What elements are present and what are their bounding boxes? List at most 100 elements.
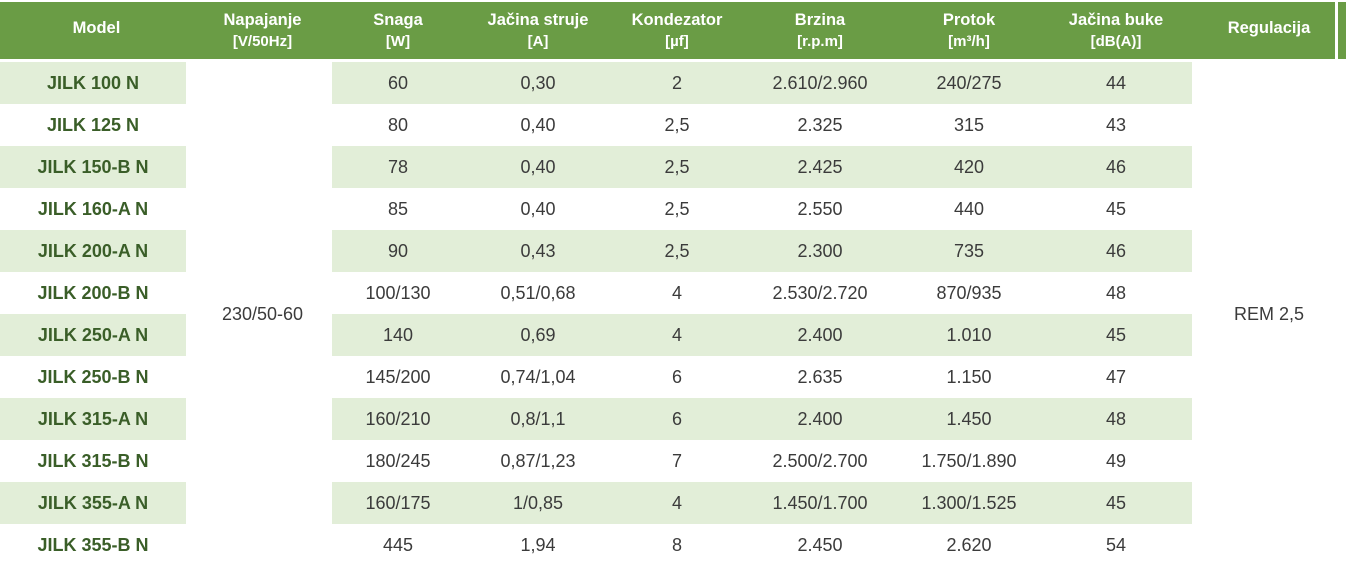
data-cell-snaga: 445 (332, 524, 464, 566)
col-header-snaga: Snaga [W] (332, 2, 464, 59)
col-header-napajanje: Napajanje [V/50Hz] (193, 2, 332, 59)
col-header-label: Jačina buke (1068, 11, 1164, 30)
data-cell-protok: 1.300/1.525 (898, 482, 1040, 524)
col-header-unit: [V/50Hz] (232, 32, 293, 50)
data-cell-protok: 1.010 (898, 314, 1040, 356)
data-cell-brzina: 2.635 (742, 356, 898, 398)
data-cell-snaga: 85 (332, 188, 464, 230)
col-header-label: Protok (942, 11, 996, 30)
col-header-model: Model (0, 2, 193, 59)
col-header-label: Jačina struje (487, 11, 589, 30)
col-header-label: Regulacija (1227, 18, 1311, 37)
data-cell-jacina_struje: 0,74/1,04 (464, 356, 612, 398)
data-cell-kondezator: 4 (612, 482, 742, 524)
data-cell-jacina_struje: 1,94 (464, 524, 612, 566)
model-cell: JILK 100 N (0, 62, 193, 104)
data-cell-protok: 2.620 (898, 524, 1040, 566)
data-cell-kondezator: 2,5 (612, 188, 742, 230)
data-cell-jacina_buke: 45 (1040, 314, 1192, 356)
data-cell-protok: 420 (898, 146, 1040, 188)
regulacija-merged-cell: REM 2,5 (1192, 62, 1346, 566)
col-header-brzina: Brzina [r.p.m] (742, 2, 898, 59)
data-cell-kondezator: 4 (612, 314, 742, 356)
data-cell-snaga: 80 (332, 104, 464, 146)
data-cell-jacina_buke: 49 (1040, 440, 1192, 482)
data-cell-brzina: 1.450/1.700 (742, 482, 898, 524)
table-body: JILK 100 N 60 0,30 2 2.610/2.960 240/275 44 JIL… (0, 62, 1346, 566)
data-cell-snaga: 145/200 (332, 356, 464, 398)
col-header-regulacija: Regulacija (1192, 2, 1346, 59)
data-cell-kondezator: 2,5 (612, 104, 742, 146)
data-cell-jacina_struje: 0,87/1,23 (464, 440, 612, 482)
data-cell-kondezator: 7 (612, 440, 742, 482)
col-header-jacina-buke: Jačina buke [dB(A)] (1040, 2, 1192, 59)
model-cell: JILK 150-B N (0, 146, 193, 188)
model-cell: JILK 250-B N (0, 356, 193, 398)
col-header-label: Brzina (794, 11, 846, 30)
data-cell-jacina_buke: 44 (1040, 62, 1192, 104)
model-cell: JILK 355-A N (0, 482, 193, 524)
data-cell-snaga: 60 (332, 62, 464, 104)
data-cell-brzina: 2.400 (742, 398, 898, 440)
data-cell-brzina: 2.400 (742, 314, 898, 356)
col-header-jacina-struje: Jačina struje [A] (464, 2, 612, 59)
col-header-unit: [r.p.m] (797, 32, 843, 50)
model-cell: JILK 200-B N (0, 272, 193, 314)
data-cell-jacina_buke: 43 (1040, 104, 1192, 146)
header-divider-line (1335, 2, 1338, 59)
model-cell: JILK 125 N (0, 104, 193, 146)
col-header-label: Model (72, 18, 121, 37)
data-cell-jacina_struje: 1/0,85 (464, 482, 612, 524)
data-cell-jacina_struje: 0,51/0,68 (464, 272, 612, 314)
data-cell-brzina: 2.450 (742, 524, 898, 566)
data-cell-snaga: 100/130 (332, 272, 464, 314)
data-cell-snaga: 90 (332, 230, 464, 272)
col-header-label: Kondezator (631, 11, 723, 30)
data-cell-brzina: 2.530/2.720 (742, 272, 898, 314)
table-header-row: Model Napajanje [V/50Hz] Snaga [W] Jačin… (0, 2, 1346, 59)
model-cell: JILK 355-B N (0, 524, 193, 566)
data-cell-jacina_buke: 46 (1040, 146, 1192, 188)
data-cell-snaga: 180/245 (332, 440, 464, 482)
data-cell-protok: 240/275 (898, 62, 1040, 104)
data-cell-brzina: 2.610/2.960 (742, 62, 898, 104)
data-cell-jacina_struje: 0,69 (464, 314, 612, 356)
col-header-label: Snaga (373, 11, 423, 30)
data-cell-brzina: 2.550 (742, 188, 898, 230)
col-header-unit: [A] (527, 32, 549, 50)
data-cell-jacina_struje: 0,40 (464, 146, 612, 188)
data-cell-snaga: 160/175 (332, 482, 464, 524)
data-cell-kondezator: 4 (612, 272, 742, 314)
data-cell-protok: 735 (898, 230, 1040, 272)
data-cell-snaga: 140 (332, 314, 464, 356)
data-cell-protok: 1.450 (898, 398, 1040, 440)
data-cell-jacina_struje: 0,40 (464, 104, 612, 146)
data-cell-kondezator: 2,5 (612, 146, 742, 188)
data-cell-jacina_buke: 45 (1040, 482, 1192, 524)
model-cell: JILK 315-A N (0, 398, 193, 440)
model-cell: JILK 250-A N (0, 314, 193, 356)
napajanje-merged-cell: 230/50-60 (193, 62, 332, 566)
data-cell-jacina_buke: 46 (1040, 230, 1192, 272)
col-header-unit: [W] (385, 32, 411, 50)
col-header-unit: [dB(A)] (1090, 32, 1142, 50)
col-header-kondezator: Kondezator [µf] (612, 2, 742, 59)
data-cell-brzina: 2.425 (742, 146, 898, 188)
model-cell: JILK 315-B N (0, 440, 193, 482)
data-cell-protok: 870/935 (898, 272, 1040, 314)
col-header-protok: Protok [m³/h] (898, 2, 1040, 59)
data-cell-brzina: 2.300 (742, 230, 898, 272)
data-cell-protok: 440 (898, 188, 1040, 230)
data-cell-protok: 1.150 (898, 356, 1040, 398)
data-cell-jacina_struje: 0,30 (464, 62, 612, 104)
data-cell-protok: 315 (898, 104, 1040, 146)
data-cell-jacina_buke: 48 (1040, 398, 1192, 440)
data-cell-kondezator: 8 (612, 524, 742, 566)
col-header-unit: [µf] (665, 32, 689, 50)
col-header-unit: [m³/h] (948, 32, 990, 50)
data-cell-jacina_buke: 47 (1040, 356, 1192, 398)
data-cell-snaga: 78 (332, 146, 464, 188)
data-cell-kondezator: 2 (612, 62, 742, 104)
model-cell: JILK 200-A N (0, 230, 193, 272)
